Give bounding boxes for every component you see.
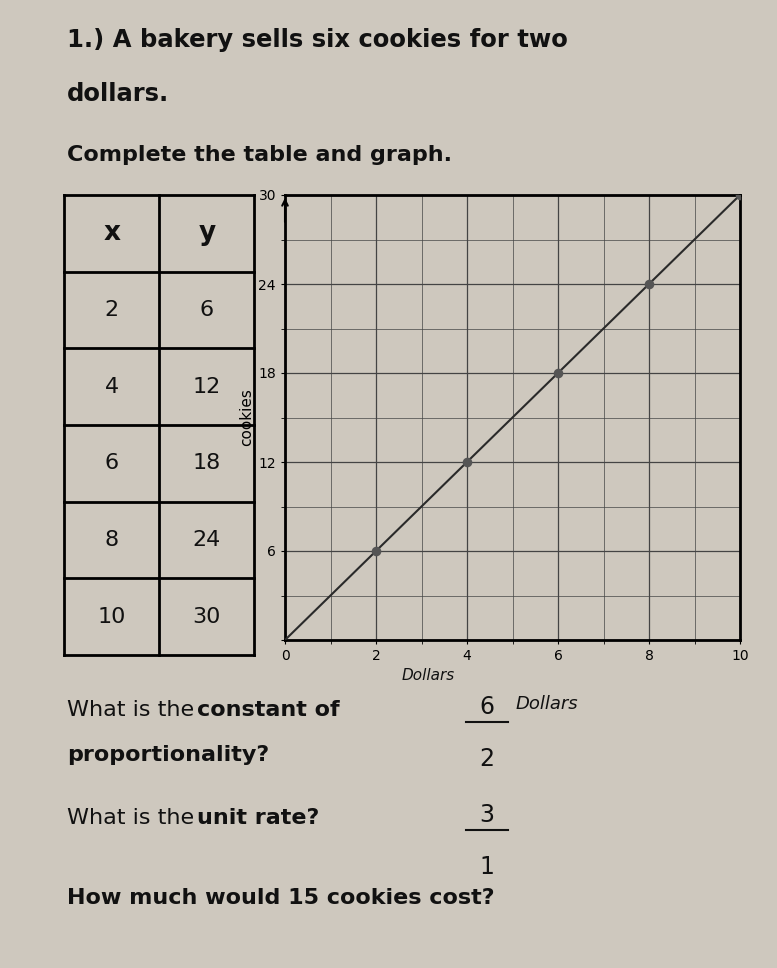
Text: 2: 2 [105, 300, 119, 320]
Text: 2: 2 [479, 747, 495, 771]
Point [552, 365, 564, 380]
Text: 10: 10 [98, 607, 126, 626]
Text: 18: 18 [193, 453, 221, 473]
Point [461, 454, 473, 469]
Text: unit rate?: unit rate? [197, 808, 319, 828]
Text: 12: 12 [193, 377, 221, 397]
Point [370, 543, 382, 559]
Text: y: y [198, 221, 215, 246]
Text: Dollars: Dollars [402, 668, 455, 683]
Y-axis label: cookies: cookies [239, 388, 254, 446]
Text: 24: 24 [193, 530, 221, 550]
Text: Complete the table and graph.: Complete the table and graph. [67, 145, 452, 165]
Text: 6: 6 [200, 300, 214, 320]
Text: What is the: What is the [67, 808, 201, 828]
Text: 1.) A bakery sells six cookies for two: 1.) A bakery sells six cookies for two [67, 28, 568, 52]
Text: 3: 3 [479, 803, 495, 827]
Text: 30: 30 [193, 607, 221, 626]
Text: 8: 8 [105, 530, 119, 550]
Text: dollars.: dollars. [67, 82, 169, 106]
Text: What is the: What is the [67, 700, 201, 720]
Text: 4: 4 [105, 377, 119, 397]
Text: 6: 6 [105, 453, 119, 473]
Point [733, 187, 746, 202]
Text: constant of: constant of [197, 700, 340, 720]
Point [643, 276, 655, 291]
Text: proportionality?: proportionality? [67, 745, 270, 765]
Text: 6: 6 [479, 695, 495, 719]
Text: x: x [103, 221, 120, 246]
Text: How much would 15 cookies cost?: How much would 15 cookies cost? [67, 888, 495, 908]
Text: Dollars: Dollars [516, 695, 578, 713]
Text: 1: 1 [479, 855, 494, 879]
